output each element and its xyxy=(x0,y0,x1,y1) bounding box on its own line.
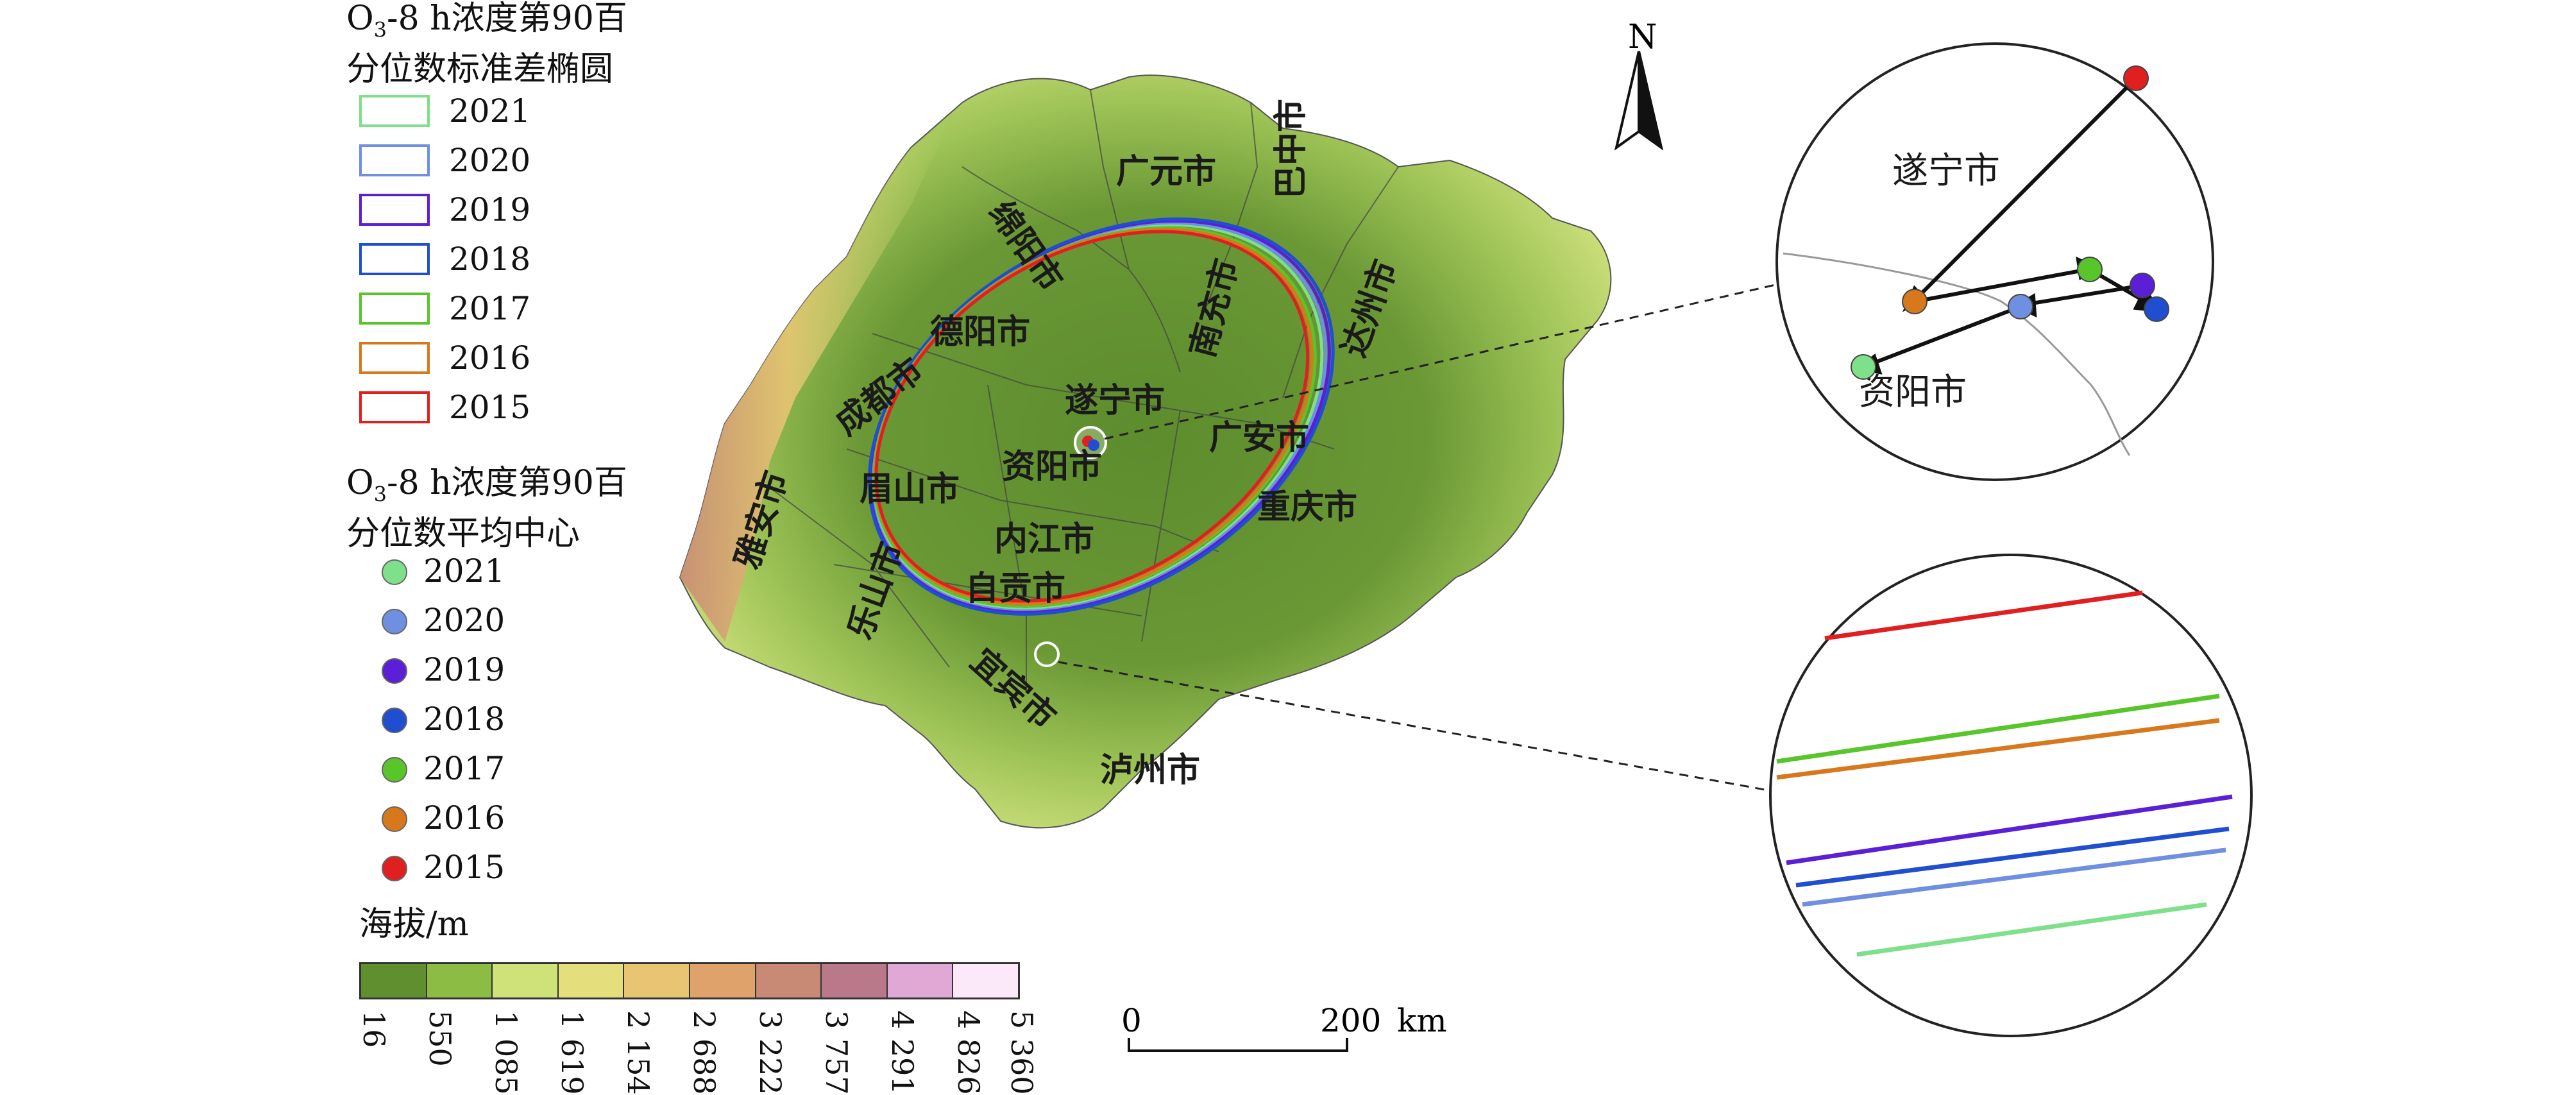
inset-top: 遂宁市 资阳市 xyxy=(1775,42,2214,481)
city-label-deyang: 德阳市 xyxy=(930,313,1030,352)
trajectory-point-2018 xyxy=(2144,296,2169,322)
center-marker-2018 xyxy=(1088,439,1099,451)
ramp-class-1 xyxy=(361,964,427,997)
city-label-bazhong: 巴中市 xyxy=(1272,99,1310,199)
ramp-class-9 xyxy=(887,964,954,997)
legend-center-label-2016: 2016 xyxy=(423,799,505,836)
north-arrow: N xyxy=(1614,18,1664,151)
legend-center-label-2021: 2021 xyxy=(423,552,505,590)
trajectory-2020-2021 xyxy=(1865,305,2022,368)
legend-ellipse-label-2016: 2016 xyxy=(449,339,531,377)
legend-ellipse-label-2021: 2021 xyxy=(449,92,531,130)
legend-ellipse-swatch-2018 xyxy=(359,243,430,275)
city-label-ziyang: 资阳市 xyxy=(1002,448,1102,486)
ramp-class-6 xyxy=(690,964,756,997)
trajectory-point-2019 xyxy=(2130,273,2155,298)
trajectory-point-2017 xyxy=(2077,257,2103,282)
city-label-guangyuan: 广元市 xyxy=(1116,153,1216,191)
legend-ellipse-swatch-2016 xyxy=(359,342,430,374)
ellipse-legend-title: O3-8 h浓度第90百 分位数标准差椭圆 xyxy=(346,0,627,89)
center-legend-title: O3-8 h浓度第90百 分位数平均中心 xyxy=(346,464,627,554)
elevation-color-ramp xyxy=(359,962,1020,999)
legend-ellipse-label-2019: 2019 xyxy=(449,191,531,228)
legend-center-dot-2020 xyxy=(382,609,407,634)
trajectory-point-2020 xyxy=(2008,294,2033,319)
legend-center-dot-2017 xyxy=(382,757,407,783)
legend-ellipse-swatch-2021 xyxy=(359,95,430,127)
legend-ellipse-swatch-2020 xyxy=(359,144,430,176)
legend-center-label-2018: 2018 xyxy=(423,700,505,738)
trajectory-2016-2017 xyxy=(1914,267,2089,303)
trajectory-point-2016 xyxy=(1902,289,1928,314)
legend-ellipse-swatch-2017 xyxy=(359,293,430,325)
ellipses xyxy=(867,217,1335,616)
legend-ellipse-label-2020: 2020 xyxy=(449,142,531,179)
legend-center-dot-2021 xyxy=(382,559,407,585)
inset-bottom xyxy=(1769,554,2253,1037)
western-mountains xyxy=(680,122,949,641)
trajectory-point-2021 xyxy=(1851,354,1876,380)
north-label: N xyxy=(1628,18,1657,56)
north-arrow-left xyxy=(1614,51,1640,151)
ellipse-2015 xyxy=(874,230,1310,603)
city-label-guangan: 广安市 xyxy=(1209,419,1309,457)
inset-label-ziyang: 资阳市 xyxy=(1859,371,1967,413)
scale-bar-line xyxy=(1128,1038,1348,1052)
city-label-luzhou: 泸州市 xyxy=(1100,751,1200,790)
legend-center-dot-2016 xyxy=(382,806,407,832)
city-label-neijiang: 内江市 xyxy=(994,520,1094,559)
legend-center-dot-2018 xyxy=(382,708,407,733)
legend-ellipse-label-2015: 2015 xyxy=(449,389,531,426)
edge-highlight-circle xyxy=(1034,641,1060,667)
trajectory-point-2015 xyxy=(2123,65,2149,91)
legend-ellipse-label-2018: 2018 xyxy=(449,241,531,278)
trajectory-2019-2020 xyxy=(2023,284,2143,307)
inset-edge-2019 xyxy=(1786,794,2233,865)
district-borders xyxy=(769,89,1399,693)
inset-top-boundary xyxy=(1783,252,2131,456)
inset-edge-2016 xyxy=(1776,718,2220,780)
inset-top-circle xyxy=(1775,42,2214,481)
inset-label-suining: 遂宁市 xyxy=(1892,150,2000,192)
inset-edge-2017 xyxy=(1776,693,2220,764)
ramp-class-10 xyxy=(953,964,1018,997)
legend-center-label-2015: 2015 xyxy=(423,849,505,886)
ramp-class-4 xyxy=(558,964,625,997)
ramp-class-8 xyxy=(822,964,888,997)
ramp-class-5 xyxy=(624,964,690,997)
city-label-zigong: 自贡市 xyxy=(965,570,1065,608)
elevation-title: 海拔/m xyxy=(359,905,469,944)
north-arrow-right xyxy=(1638,51,1664,151)
ramp-class-2 xyxy=(427,964,493,997)
city-label-chongqing: 重庆市 xyxy=(1257,488,1357,527)
ramp-class-7 xyxy=(756,964,822,997)
inset-edge-2015 xyxy=(1824,590,2143,641)
legend-center-label-2020: 2020 xyxy=(423,602,505,639)
trajectory-2015-2016 xyxy=(1913,76,2138,302)
legend-center-label-2017: 2017 xyxy=(423,750,505,787)
leader-line-top xyxy=(1104,281,1787,440)
legend-ellipse-label-2017: 2017 xyxy=(449,290,531,327)
scale-end: 200 xyxy=(1320,1002,1381,1039)
ramp-class-3 xyxy=(493,964,559,997)
scale-unit: km xyxy=(1397,1002,1447,1039)
inset-edge-2021 xyxy=(1856,902,2207,957)
inset-bottom-circle xyxy=(1769,554,2253,1037)
city-label-meishan: 眉山市 xyxy=(860,470,960,509)
ellipse-2018 xyxy=(867,217,1335,616)
legend-center-dot-2019 xyxy=(382,658,407,684)
legend-center-label-2019: 2019 xyxy=(423,651,505,688)
legend-ellipse-swatch-2019 xyxy=(359,194,430,226)
inset-edge-2020 xyxy=(1802,847,2226,907)
leader-line-bottom xyxy=(1058,661,1790,795)
legend-ellipse-swatch-2015 xyxy=(359,391,430,423)
inset-edge-2018 xyxy=(1795,826,2230,888)
legend-center-dot-2015 xyxy=(382,856,407,881)
city-label-suining: 遂宁市 xyxy=(1065,382,1165,420)
scale-start: 0 xyxy=(1121,1002,1142,1039)
scale-bar: 0 200 km xyxy=(1121,1002,1447,1052)
